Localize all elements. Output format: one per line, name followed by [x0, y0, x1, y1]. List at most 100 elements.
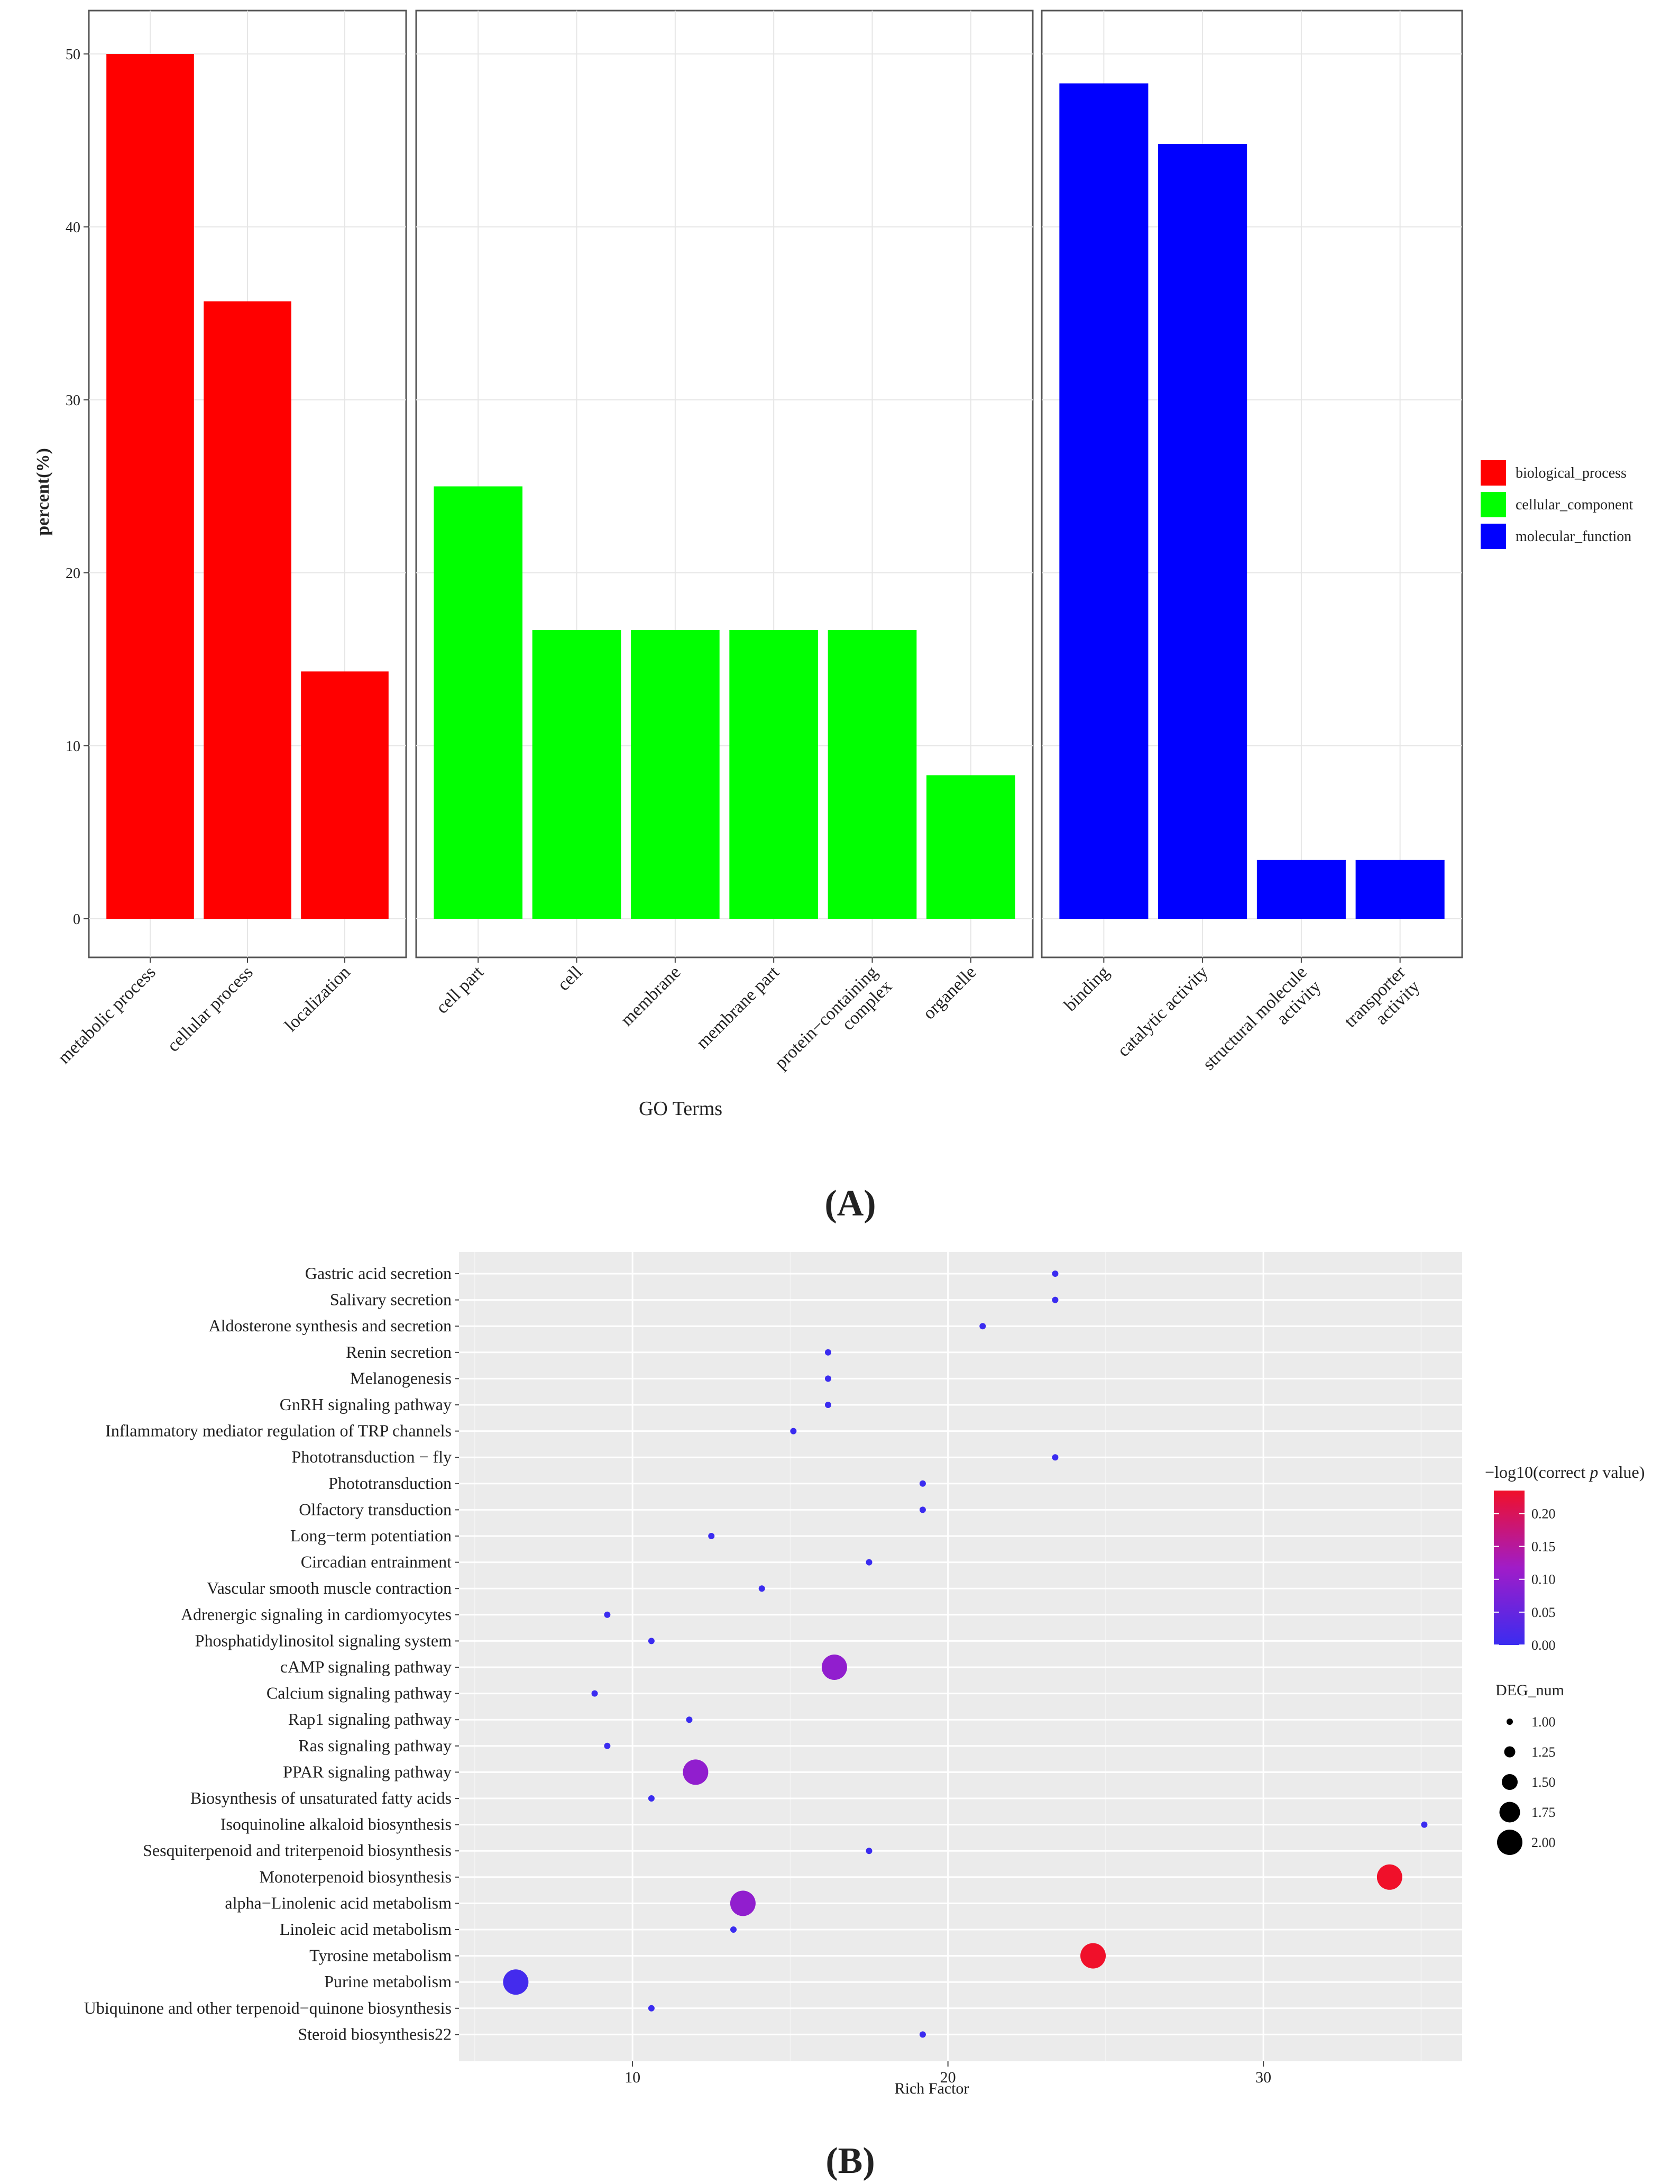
pathway-label: Olfactory transduction — [299, 1500, 452, 1519]
y-axis-title: percent(%) — [33, 448, 53, 536]
legend-label-biological_process: biological_process — [1516, 465, 1627, 481]
x-tick-label: localization — [281, 962, 354, 1035]
x-tick-label-line: catalytic activity — [1114, 962, 1212, 1061]
bubble-calcium-signaling-pathway — [591, 1690, 598, 1697]
bar-cell-part — [434, 486, 523, 919]
size-legend-dot — [1502, 1774, 1518, 1790]
bar-cell — [532, 629, 621, 919]
panel-label-b: (B) — [825, 2141, 875, 2181]
x-tick-label-line: membrane part — [693, 962, 783, 1053]
color-ticks: 0.20 0.15 0.10 0.05 0.00 — [1494, 1506, 1556, 1653]
bar-localization — [301, 671, 389, 919]
bubble-circadian-entrainment — [866, 1559, 873, 1566]
y-tick-label: 20 — [66, 565, 80, 582]
bar-catalytic-activity — [1158, 144, 1247, 919]
bar-membrane-part — [729, 629, 819, 919]
legend-label-cellular_component: cellular_component — [1516, 497, 1633, 513]
pathway-label: Isoquinoline alkaloid biosynthesis — [221, 1815, 452, 1834]
pathway-label: GnRH signaling pathway — [280, 1395, 452, 1414]
x-tick-label-line: cellular process — [163, 962, 256, 1055]
bubble-phototransduction-fly — [1052, 1454, 1059, 1461]
pathway-label: Ubiquinone and other terpenoid−quinone b… — [84, 1998, 452, 2017]
bar-binding — [1059, 83, 1149, 919]
bubble-olfactory-transduction — [919, 1506, 926, 1513]
panel-letter-b: B — [838, 2141, 863, 2181]
bubble-sesquiterpenoid-and-triterpenoid-biosynthesis — [866, 1848, 873, 1854]
size-legend-dot — [1497, 1830, 1522, 1855]
bubble-salivary-secretion — [1052, 1296, 1059, 1303]
color-tick-label: 0.10 — [1531, 1572, 1556, 1587]
x-tick-label: organelle — [919, 962, 980, 1023]
gridlines — [459, 1252, 1462, 2061]
pathway-label: Phototransduction − fly — [292, 1447, 452, 1466]
x-tick-label: 10 — [625, 2069, 640, 2086]
bar-metabolic-process — [106, 54, 194, 919]
pathway-label: Linoleic acid metabolism — [280, 1920, 452, 1939]
color-legend-title-suffix: value) — [1598, 1463, 1645, 1482]
bubble-camp-signaling-pathway — [821, 1655, 847, 1680]
bubble-aldosterone-synthesis-and-secretion — [979, 1323, 986, 1330]
color-legend: −log10(correct p value) 0.20 0.15 0.10 0.05… — [1485, 1463, 1645, 1653]
x-tick-label-line: localization — [281, 962, 354, 1035]
bubble-renin-secretion — [824, 1349, 831, 1356]
bars — [106, 54, 1445, 919]
color-tick-label: 0.20 — [1531, 1506, 1556, 1521]
pathway-label: Calcium signaling pathway — [267, 1684, 452, 1703]
color-legend-title-p: p — [1589, 1463, 1598, 1482]
pathway-label: Vascular smooth muscle contraction — [207, 1578, 452, 1597]
pathway-label: Monoterpenoid biosynthesis — [259, 1867, 452, 1886]
x-tick-label: binding — [1060, 962, 1113, 1015]
x-tick-label: cell part — [433, 962, 488, 1018]
pathway-label: Circadian entrainment — [301, 1552, 452, 1571]
bubble-tyrosine-metabolism — [1080, 1943, 1106, 1969]
pathway-label: Gastric acid secretion — [305, 1264, 452, 1283]
pathway-label: Long−term potentiation — [290, 1526, 452, 1545]
bubble-alpha-linolenic-acid-metabolism — [730, 1890, 756, 1916]
x-axis-title: GO Terms — [639, 1098, 722, 1120]
bubbles — [503, 1271, 1428, 2038]
legend: biological_process cellular_componentmole… — [1481, 460, 1633, 549]
bubble-long-term-potentiation — [708, 1533, 715, 1539]
x-tick-label: metabolic process — [54, 962, 160, 1067]
x-tick-label: 30 — [1255, 2069, 1271, 2086]
size-legend: DEG_num 1.00 1.25 1.50 1.75 2.00 — [1495, 1682, 1564, 1855]
x-tick-label-line: membrane — [617, 962, 685, 1030]
bubble-purine-metabolism — [503, 1969, 529, 1995]
color-tick-label: 0.15 — [1531, 1539, 1556, 1555]
bubble-steroid-biosynthesis22 — [919, 2031, 926, 2038]
x-tick-label: catalytic activity — [1114, 962, 1212, 1061]
pathway-label: Ras signaling pathway — [298, 1736, 452, 1755]
x-tick-label: membrane part — [693, 962, 783, 1053]
bubble-isoquinoline-alkaloid-biosynthesis — [1421, 1821, 1428, 1828]
color-legend-title-prefix: −log10(correct — [1485, 1463, 1590, 1482]
pathway-label: Adrenergic signaling in cardiomyocytes — [181, 1605, 452, 1624]
bubble-gnrh-signaling-pathway — [824, 1402, 831, 1408]
size-legend-label: 1.50 — [1531, 1775, 1556, 1790]
pathway-label: Phosphatidylinositol signaling system — [195, 1631, 452, 1650]
x-tick-label: membrane — [617, 962, 685, 1030]
bubble-biosynthesis-of-unsaturated-fatty-acids — [648, 1795, 655, 1802]
size-legend-label: 1.75 — [1531, 1805, 1556, 1820]
bubble-gastric-acid-secretion — [1052, 1271, 1059, 1277]
color-bar — [1494, 1491, 1525, 1645]
pathway-label: Rap1 signaling pathway — [288, 1710, 452, 1729]
bubble-monoterpenoid-biosynthesis — [1376, 1864, 1402, 1890]
bar-membrane — [630, 629, 720, 919]
bar-structural-molecule-activity — [1256, 860, 1346, 919]
x-tick-label-line: metabolic process — [54, 962, 160, 1067]
pathway-label: Steroid biosynthesis22 — [298, 2024, 452, 2043]
bar-transporter-activity — [1355, 860, 1445, 919]
pathway-label: Biosynthesis of unsaturated fatty acids — [190, 1788, 452, 1807]
size-legend-title: DEG_num — [1495, 1682, 1564, 1699]
y-tick-label: 50 — [66, 47, 80, 63]
bar-protein-containing-complex — [828, 629, 917, 919]
y-tick-label: 0 — [73, 911, 80, 928]
x-tick-label-line: binding — [1060, 962, 1113, 1015]
pathway-label: PPAR signaling pathway — [283, 1762, 452, 1781]
size-legend-label: 2.00 — [1531, 1835, 1556, 1850]
bar-organelle — [926, 775, 1015, 919]
kegg-bubble-chart: Gastric acid secretion Salivary secretion… — [84, 1252, 1645, 2181]
panel-letter-a: A — [837, 1183, 864, 1224]
bubble-melanogenesis — [824, 1375, 831, 1382]
